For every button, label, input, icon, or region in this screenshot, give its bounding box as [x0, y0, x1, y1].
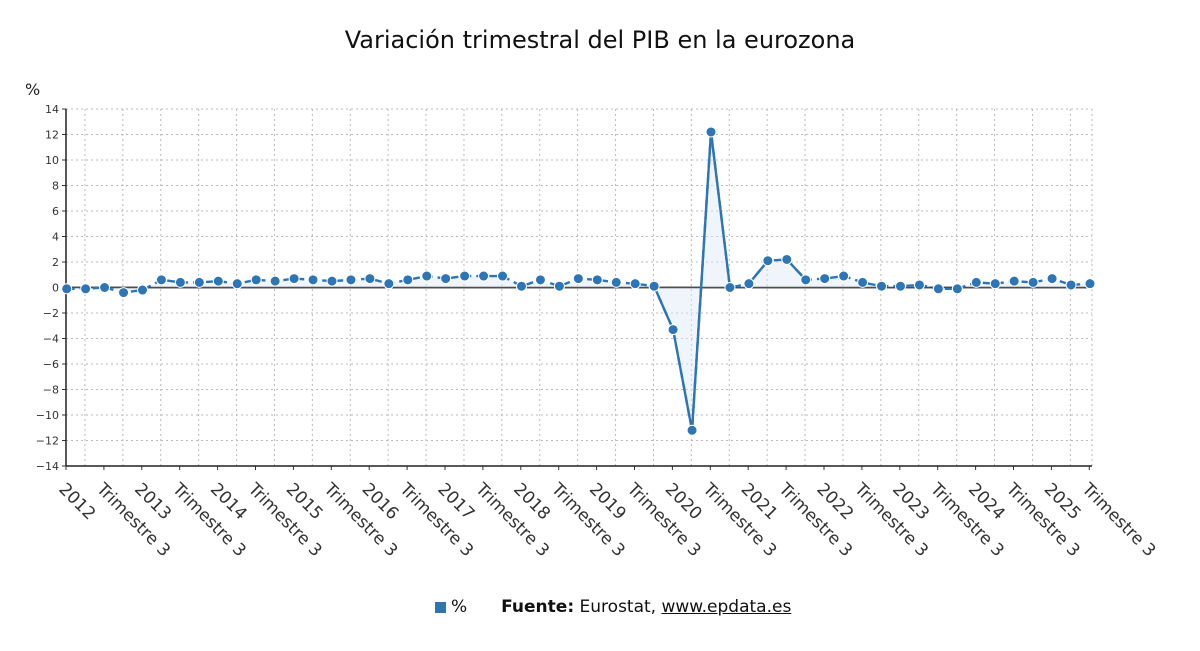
- data-point: [800, 274, 812, 286]
- y-tick-label: −10: [36, 409, 59, 422]
- data-point: [118, 287, 130, 299]
- data-point: [1065, 279, 1077, 291]
- series-segment: [671, 329, 694, 431]
- legend-label[interactable]: %: [451, 597, 468, 617]
- data-point: [80, 283, 92, 295]
- data-point: [193, 276, 205, 288]
- data-point: [667, 324, 679, 336]
- x-tick-label: 2012: [54, 479, 99, 524]
- y-tick-label: 4: [52, 231, 59, 244]
- data-point: [1046, 273, 1058, 285]
- data-point: [932, 283, 944, 295]
- data-point: [572, 273, 584, 285]
- data-point: [610, 276, 622, 288]
- y-tick-label: −6: [43, 358, 59, 371]
- data-point: [648, 280, 660, 292]
- data-point: [288, 273, 300, 285]
- series-segment: [690, 131, 713, 431]
- y-tick-label: 6: [52, 205, 59, 218]
- data-point: [61, 283, 73, 295]
- y-tick-label: −12: [36, 435, 59, 448]
- data-point: [970, 276, 982, 288]
- data-point: [534, 274, 546, 286]
- data-point: [876, 280, 888, 292]
- data-point: [383, 278, 395, 290]
- data-point: [326, 275, 338, 287]
- data-point: [231, 278, 243, 290]
- data-point: [951, 283, 963, 295]
- data-point: [250, 274, 262, 286]
- data-point: [743, 278, 755, 290]
- y-tick-label: 8: [52, 180, 59, 193]
- y-axis-unit: %: [25, 80, 41, 99]
- data-point: [212, 275, 224, 287]
- series-segment: [653, 285, 675, 331]
- data-point: [364, 273, 376, 285]
- data-point: [137, 284, 148, 296]
- y-tick-label: 14: [45, 103, 59, 116]
- data-point: [553, 280, 565, 292]
- y-tick-label: −14: [36, 460, 59, 473]
- data-point: [857, 276, 869, 288]
- data-point: [913, 279, 925, 291]
- y-tick-label: 10: [45, 154, 59, 167]
- legend-swatch: [435, 601, 446, 613]
- data-point: [478, 270, 490, 282]
- data-point: [402, 274, 414, 286]
- chart-title: Variación trimestral del PIB en la euroz…: [344, 26, 856, 54]
- data-point: [895, 280, 906, 292]
- y-tick-label: 12: [45, 129, 59, 142]
- data-point: [629, 278, 641, 290]
- series-segment: [709, 131, 732, 288]
- source-text: Eurostat,: [579, 597, 657, 617]
- data-point: [724, 282, 736, 293]
- data-point: [307, 274, 319, 286]
- data-point: [1027, 276, 1039, 288]
- data-point: [99, 282, 111, 293]
- y-tick-label: −8: [43, 384, 59, 397]
- data-point: [1008, 275, 1020, 287]
- data-point: [989, 278, 1001, 290]
- y-tick-label: 2: [52, 256, 59, 269]
- data-point: [345, 274, 357, 286]
- legend: % Fuente: Eurostat, www.epdata.es: [435, 597, 791, 617]
- source-link[interactable]: www.epdata.es: [661, 597, 792, 617]
- data-point: [155, 274, 167, 286]
- data-point: [686, 424, 698, 436]
- x-tick-label: Trimestre 3: [1077, 479, 1159, 561]
- y-tick-label: −4: [43, 333, 59, 346]
- data-point: [174, 276, 186, 288]
- data-point: [762, 255, 774, 267]
- data-point: [819, 273, 831, 285]
- data-point: [781, 253, 793, 265]
- data-point: [1084, 278, 1096, 290]
- y-tick-label: −2: [43, 307, 59, 320]
- data-point: [459, 270, 471, 282]
- data-point: [269, 275, 281, 287]
- data-point: [440, 273, 452, 285]
- source-note: Fuente: Eurostat, www.epdata.es: [501, 597, 791, 617]
- data-point: [705, 126, 717, 138]
- data-point: [497, 270, 509, 282]
- y-tick-label: 0: [52, 282, 59, 295]
- data-point: [838, 270, 850, 282]
- source-label: Fuente:: [501, 597, 575, 617]
- data-point: [421, 270, 433, 282]
- data-point: [591, 274, 603, 286]
- data-point: [516, 280, 527, 292]
